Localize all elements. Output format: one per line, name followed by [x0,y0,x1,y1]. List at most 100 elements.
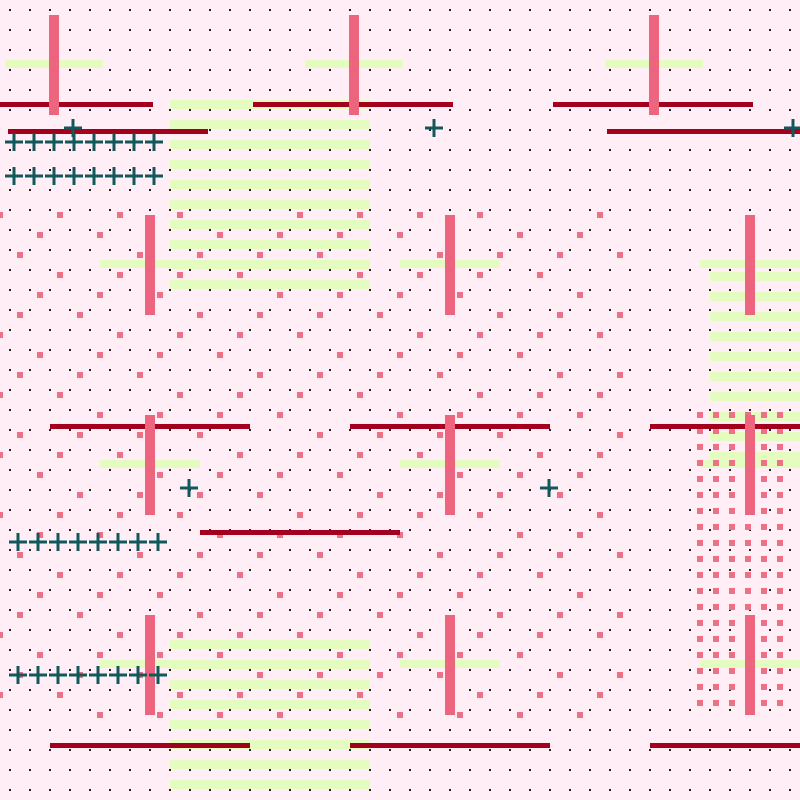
grid-dot [469,749,471,751]
grid-dot [569,49,571,51]
grid-dot [9,69,11,71]
grid-dot [89,29,91,31]
grid-dot [489,249,491,251]
grid-dot [429,469,431,471]
grid-dot [649,589,651,591]
grid-dot [569,109,571,111]
grid-dot [29,549,31,551]
grid-dot [289,169,291,171]
grid-dot [549,349,551,351]
grid-dot [569,649,571,651]
grid-dot [229,589,231,591]
grid-dot [389,489,391,491]
grid-dot [69,229,71,231]
grid-dot [389,109,391,111]
grid-dot [349,509,351,511]
grid-dot [29,409,31,411]
grid-dot [169,229,171,231]
pink-dot [497,312,503,318]
grid-dot [589,589,591,591]
grid-dot [669,529,671,531]
grid-dot [509,229,511,231]
grid-dot [469,709,471,711]
pink-dot [537,692,543,698]
pink-dot [517,472,523,478]
pink-dot [777,652,783,658]
grid-dot [389,389,391,391]
grid-dot [129,189,131,191]
pink-dot [517,232,523,238]
grid-dot [789,609,791,611]
grid-dot [449,569,451,571]
pink-dot [557,492,563,498]
grid-dot [609,609,611,611]
grid-dot [189,449,191,451]
grid-dot [189,369,191,371]
grid-dot [349,329,351,331]
grid-dot [309,109,311,111]
grid-dot [689,489,691,491]
grid-dot [189,609,191,611]
pink-dot [17,312,23,318]
grid-dot [389,149,391,151]
grid-dot [409,149,411,151]
grid-dot [589,89,591,91]
grid-dot [109,369,111,371]
pink-dot [397,652,403,658]
grid-dot [589,509,591,511]
grid-dot [409,469,411,471]
grid-dot [49,489,51,491]
grid-dot [429,549,431,551]
grid-dot [589,29,591,31]
grid-dot [249,749,251,751]
pink-dot [777,572,783,578]
pink-dot [397,412,403,418]
pink-dot [397,712,403,718]
grid-dot [549,569,551,571]
grid-dot [429,429,431,431]
grid-dot [9,769,11,771]
grid-dot [549,549,551,551]
grid-dot [589,629,591,631]
grid-dot [209,589,211,591]
grid-dot [329,69,331,71]
grid-dot [389,549,391,551]
grid-dot [409,749,411,751]
grid-dot [609,729,611,731]
pink-dot [217,472,223,478]
grid-dot [309,149,311,151]
grid-dot [769,769,771,771]
grid-dot [369,109,371,111]
pink-dot [761,508,767,514]
grid-dot [29,709,31,711]
pink-dot [537,332,543,338]
grid-dot [569,329,571,331]
grid-dot [369,129,371,131]
grid-dot [329,729,331,731]
grid-dot [569,749,571,751]
grid-dot [509,149,511,151]
grid-dot [69,189,71,191]
grid-dot [689,409,691,411]
grid-dot [329,509,331,511]
grid-dot [749,749,751,751]
grid-dot [9,189,11,191]
grid-dot [609,29,611,31]
grid-dot [309,769,311,771]
grid-dot [329,309,331,311]
pink-dot [761,668,767,674]
grid-dot [29,289,31,291]
lime-stripe [710,352,800,361]
pink-dot [577,412,583,418]
grid-dot [409,109,411,111]
grid-dot [309,689,311,691]
grid-dot [409,769,411,771]
grid-dot [369,629,371,631]
grid-dot [329,289,331,291]
pink-dot [777,668,783,674]
grid-dot [149,29,151,31]
grid-dot [449,89,451,91]
grid-dot [449,529,451,531]
grid-dot [209,49,211,51]
grid-dot [169,349,171,351]
